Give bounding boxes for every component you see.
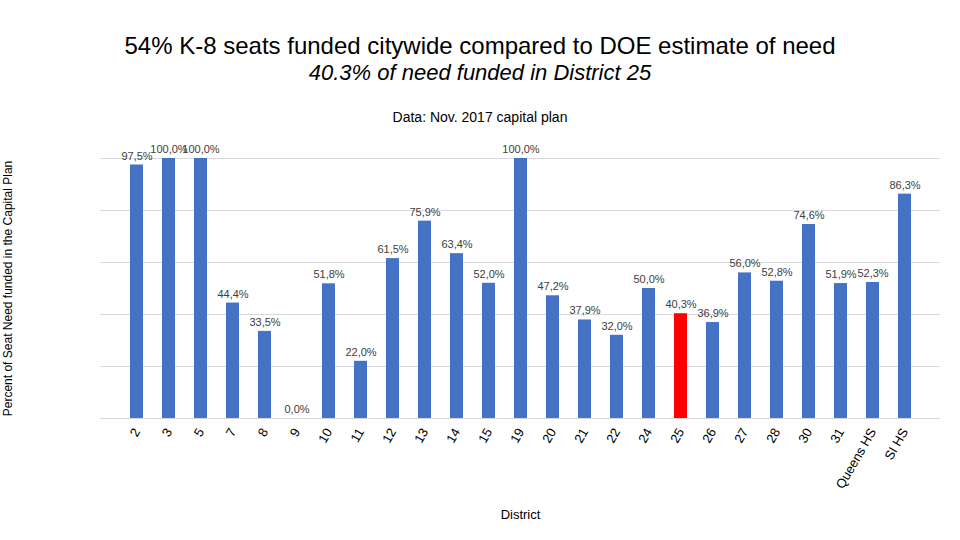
- html-text:Data: Nov. 2017 capital plan: Data: Nov. 2017 capital plan: [392, 109, 568, 125]
- svg-text:10: 10: [315, 426, 335, 446]
- svg-text:52,0%: 52,0%: [473, 268, 504, 280]
- svg-text:32,0%: 32,0%: [601, 320, 632, 332]
- svg-text:51,9%: 51,9%: [825, 268, 856, 280]
- html-text:54% K-8 seats funded citywide: 54% K-8 seats funded citywide compared t…: [124, 32, 836, 59]
- svg-text:61,5%: 61,5%: [377, 243, 408, 255]
- svg-text:56,0%: 56,0%: [729, 257, 760, 269]
- svg-text:SI HS: SI HS: [881, 425, 911, 462]
- svg-text:3: 3: [159, 426, 176, 440]
- svg-text:100,0%: 100,0%: [150, 143, 188, 155]
- svg-text:33,5%: 33,5%: [249, 316, 280, 328]
- svg-text:13: 13: [411, 426, 431, 446]
- svg-text:28: 28: [763, 426, 783, 446]
- svg-text:50,0%: 50,0%: [633, 273, 664, 285]
- svg-text:Percent of Seat Need funded in: Percent of Seat Need funded in the Capit…: [1, 161, 15, 417]
- svg-text:31: 31: [827, 426, 847, 446]
- svg-text:24: 24: [635, 426, 655, 446]
- svg-text:25: 25: [667, 426, 687, 446]
- svg-text:22,0%: 22,0%: [345, 346, 376, 358]
- svg-text:97,5%: 97,5%: [121, 150, 152, 162]
- svg-text:22: 22: [603, 426, 623, 446]
- svg-text:11: 11: [347, 426, 367, 445]
- svg-text:51,8%: 51,8%: [313, 268, 344, 280]
- html-text:40.3% of need funded in Distri: 40.3% of need funded in District 25: [308, 60, 652, 85]
- svg-text:8: 8: [255, 426, 272, 440]
- svg-text:21: 21: [571, 426, 591, 446]
- svg-text:75,9%: 75,9%: [409, 206, 440, 218]
- svg-text:15: 15: [475, 426, 495, 446]
- svg-text:14: 14: [443, 426, 463, 446]
- svg-text:7: 7: [223, 426, 240, 440]
- svg-text:19: 19: [507, 426, 527, 446]
- svg-text:37,9%: 37,9%: [569, 304, 600, 316]
- svg-text:52,8%: 52,8%: [761, 266, 792, 278]
- svg-text:26: 26: [699, 426, 719, 446]
- svg-text:40,3%: 40,3%: [665, 298, 696, 310]
- svg-text:100,0%: 100,0%: [182, 143, 220, 155]
- svg-text:27: 27: [731, 426, 751, 446]
- svg-text:0,0%: 0,0%: [284, 403, 309, 415]
- svg-text:2: 2: [127, 426, 144, 440]
- svg-text:District: District: [501, 507, 541, 522]
- svg-text:47,2%: 47,2%: [537, 280, 568, 292]
- svg-text:9: 9: [287, 426, 304, 440]
- svg-text:20: 20: [539, 426, 559, 446]
- svg-text:63,4%: 63,4%: [441, 238, 472, 250]
- svg-text:52,3%: 52,3%: [857, 267, 888, 279]
- svg-text:44,4%: 44,4%: [217, 288, 248, 300]
- svg-text:74,6%: 74,6%: [793, 209, 824, 221]
- svg-text:12: 12: [379, 426, 399, 446]
- svg-text:86,3%: 86,3%: [889, 179, 920, 191]
- svg-text:36,9%: 36,9%: [697, 307, 728, 319]
- svg-text:100,0%: 100,0%: [502, 143, 540, 155]
- svg-text:5: 5: [191, 426, 208, 440]
- svg-text:30: 30: [795, 426, 815, 446]
- svg-text:Queens HS: Queens HS: [833, 425, 880, 491]
